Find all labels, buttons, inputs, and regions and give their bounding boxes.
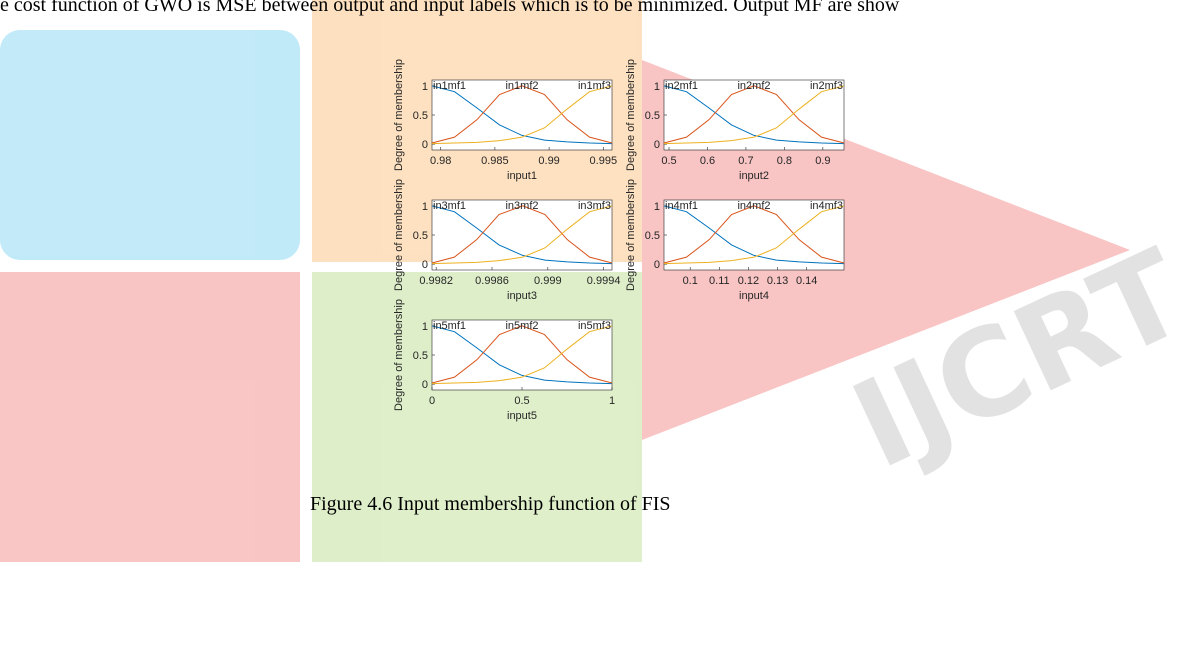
x-tick-label: 0.7 [738, 155, 753, 167]
y-axis-label: Degree of membership [625, 179, 637, 291]
x-axis-label: input2 [739, 170, 769, 182]
y-tick-label: 0.5 [645, 230, 660, 242]
x-tick-label: 0.8 [777, 155, 792, 167]
y-tick-label: 0 [422, 379, 428, 391]
x-tick-label: 0.9982 [419, 275, 453, 287]
y-tick-label: 0 [422, 259, 428, 271]
figure: 00.510.980.9850.990.995input1Degree of m… [0, 0, 1180, 650]
chart: 0 0.5 1 0 0.5 1 input5 Degree of membership in5m… [393, 299, 615, 422]
x-tick-label: 0.1 [683, 275, 698, 287]
y-tick-label: 1 [654, 201, 660, 213]
mf-label: in1mf3 [578, 80, 611, 92]
x-tick-label: 0.13 [767, 275, 788, 287]
x-axis-label: input5 [507, 410, 537, 422]
x-tick-label: 0.9986 [475, 275, 509, 287]
x-tick-label: 0.9 [815, 155, 830, 167]
mf-label: in3mf3 [578, 200, 611, 212]
mf-label: in4mf1 [665, 200, 698, 212]
mf-label: in3mf2 [505, 200, 538, 212]
x-axis-label: input3 [507, 290, 537, 302]
y-tick-label: 0.5 [413, 230, 428, 242]
mf-label: in2mf1 [665, 80, 698, 92]
x-tick-label: 0.985 [481, 155, 509, 167]
x-tick-label: 0.5 [661, 155, 676, 167]
x-tick-label: 0.99 [538, 155, 559, 167]
y-tick-label: 0 [654, 259, 660, 271]
y-axis-label: Degree of membership [625, 59, 637, 171]
x-tick-label: 0.995 [590, 155, 618, 167]
y-axis-label: Degree of membership [393, 299, 405, 411]
y-tick-label: 0 [654, 139, 660, 151]
mf-label: in3mf1 [433, 200, 466, 212]
chart: 0 0.5 1 0.9982 0.9986 0.999 0.9994 input3 Degree… [393, 179, 620, 302]
x-tick-label: 0.6 [700, 155, 715, 167]
x-tick-label: 0.98 [430, 155, 451, 167]
mf-label: in5mf1 [433, 320, 466, 332]
mf-label: in5mf3 [578, 320, 611, 332]
mf-label: in2mf3 [810, 80, 843, 92]
y-axis-label: Degree of membership [393, 59, 405, 171]
x-tick-label: 0.999 [534, 275, 562, 287]
x-tick-label: 0.14 [796, 275, 817, 287]
figure-caption: Figure 4.6 Input membership function of … [310, 493, 671, 516]
x-tick-label: 0.11 [709, 275, 730, 287]
y-tick-label: 0.5 [413, 350, 428, 362]
y-tick-label: 1 [422, 201, 428, 213]
y-tick-label: 0.5 [645, 110, 660, 122]
page: IJCRT e cost function of GWO is MSE betw… [0, 0, 1180, 650]
y-tick-label: 1 [422, 81, 428, 93]
x-tick-label: 1 [609, 395, 615, 407]
y-tick-label: 1 [422, 321, 428, 333]
mf-label: in4mf2 [737, 200, 770, 212]
y-axis-label: Degree of membership [393, 179, 405, 291]
chart: 0 0.5 1 0.98 0.985 0.99 0.995 input1 Degree of m… [393, 59, 617, 182]
x-tick-label: 0.5 [514, 395, 529, 407]
mf-label: in4mf3 [810, 200, 843, 212]
x-axis-label: input4 [739, 290, 769, 302]
y-tick-label: 1 [654, 81, 660, 93]
x-tick-label: 0.9994 [587, 275, 621, 287]
mf-label: in1mf2 [505, 80, 538, 92]
mf-label: in2mf2 [737, 80, 770, 92]
mf-label: in1mf1 [433, 80, 466, 92]
mf-label: in5mf2 [505, 320, 538, 332]
y-tick-label: 0.5 [413, 110, 428, 122]
x-axis-label: input1 [507, 170, 537, 182]
y-tick-label: 0 [422, 139, 428, 151]
chart: 0 0.5 1 0.1 0.11 0.12 0.13 0.14 input4 Degree of … [625, 179, 844, 302]
x-tick-label: 0.12 [738, 275, 759, 287]
x-tick-label: 0 [429, 395, 435, 407]
